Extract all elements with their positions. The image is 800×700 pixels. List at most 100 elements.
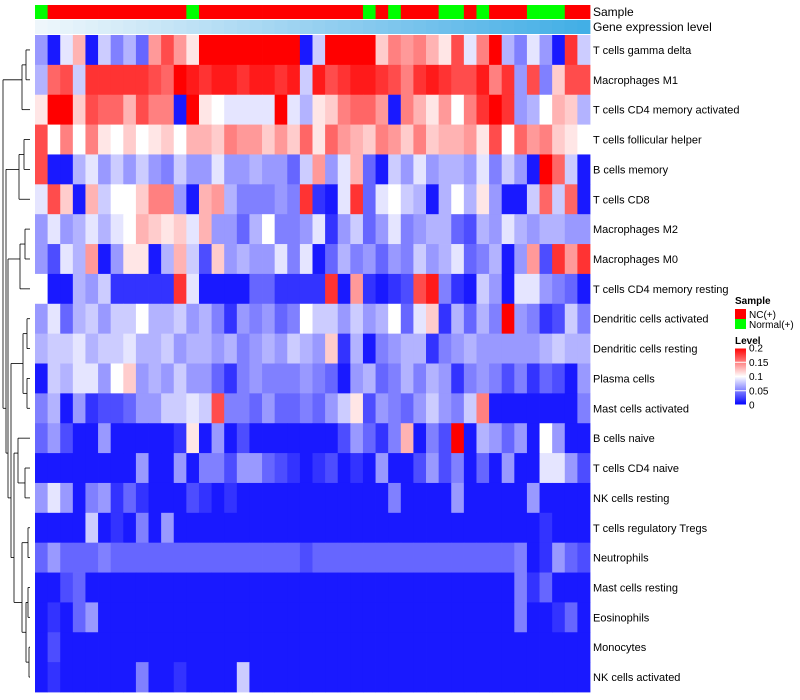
heatmap-cell <box>388 35 402 66</box>
annotation-cell <box>249 5 263 19</box>
heatmap-cell <box>539 303 553 335</box>
heatmap-cell <box>426 333 440 364</box>
heatmap-cell <box>539 333 553 364</box>
heatmap-cell <box>211 94 225 125</box>
heatmap-cell <box>249 35 263 66</box>
heatmap-cell <box>72 482 86 514</box>
legend-label: Normal(+) <box>749 320 794 331</box>
heatmap-cell <box>526 35 540 66</box>
heatmap-cell <box>35 64 49 96</box>
heatmap-cell <box>186 64 200 96</box>
heatmap-cell <box>552 214 566 245</box>
heatmap-cell <box>98 184 112 215</box>
heatmap-cell <box>564 602 578 633</box>
heatmap-cell <box>476 632 490 663</box>
heatmap-cell <box>400 303 414 335</box>
heatmap-cell <box>451 333 465 364</box>
heatmap-cell <box>123 64 137 96</box>
heatmap-cell <box>123 423 137 454</box>
heatmap-cell <box>501 184 515 215</box>
heatmap-cell <box>148 602 162 633</box>
heatmap-cell <box>350 184 364 215</box>
heatmap-cell <box>211 423 225 454</box>
heatmap-cell <box>72 632 86 663</box>
heatmap-cell <box>362 542 376 573</box>
heatmap-cell <box>85 214 99 245</box>
heatmap-cell <box>60 35 74 66</box>
annotation-cell <box>337 20 351 34</box>
heatmap-cell <box>426 632 440 663</box>
heatmap-cell <box>514 35 528 66</box>
heatmap-cell <box>388 632 402 663</box>
heatmap-cell <box>35 393 49 424</box>
annotation-cell <box>47 20 61 34</box>
heatmap-cell <box>85 632 99 663</box>
heatmap-cell <box>72 184 86 215</box>
annotation-cell <box>451 20 465 34</box>
heatmap-cell <box>539 632 553 663</box>
heatmap-cell <box>186 512 200 544</box>
heatmap-cell <box>489 632 503 663</box>
heatmap-cell <box>110 572 124 603</box>
heatmap-cell <box>60 363 74 394</box>
heatmap-cell <box>110 35 124 66</box>
heatmap-cell <box>161 453 175 484</box>
heatmap-cell <box>400 632 414 663</box>
heatmap-cell <box>463 303 477 335</box>
heatmap-cell <box>110 423 124 454</box>
heatmap-cell <box>123 542 137 573</box>
heatmap-cell <box>236 124 250 155</box>
heatmap-cell <box>198 124 212 155</box>
heatmap-cell <box>337 214 351 245</box>
heatmap-cell <box>362 632 376 663</box>
heatmap-cell <box>249 333 263 364</box>
heatmap-cell <box>501 333 515 364</box>
heatmap-cell <box>47 333 61 364</box>
heatmap-cell <box>211 662 225 693</box>
heatmap-cell <box>287 154 301 185</box>
heatmap-cell <box>60 64 74 96</box>
heatmap-cell <box>236 94 250 125</box>
heatmap-cell <box>224 64 238 96</box>
heatmap-cell <box>388 333 402 364</box>
heatmap-cell <box>262 303 276 335</box>
heatmap-cell <box>489 512 503 544</box>
heatmap-cell <box>451 154 465 185</box>
annotation-cell <box>110 20 124 34</box>
heatmap-cell <box>337 363 351 394</box>
heatmap-cell <box>287 184 301 215</box>
heatmap-cell <box>85 154 99 185</box>
heatmap-cell <box>552 572 566 603</box>
heatmap-cell <box>299 94 313 125</box>
heatmap-cell <box>337 572 351 603</box>
heatmap-cell <box>552 64 566 96</box>
heatmap-cell <box>400 363 414 394</box>
annotation-cell <box>148 5 162 19</box>
heatmap-cell <box>287 363 301 394</box>
annotation-cell <box>577 20 591 34</box>
heatmap-cell <box>249 542 263 573</box>
heatmap-cell <box>98 64 112 96</box>
heatmap-cell <box>476 214 490 245</box>
heatmap-cell <box>135 94 149 125</box>
heatmap-cell <box>526 273 540 305</box>
annotation-cell <box>400 5 414 19</box>
heatmap-cell <box>173 482 187 514</box>
heatmap-cell <box>60 542 74 573</box>
heatmap-cell <box>501 572 515 603</box>
heatmap-cell <box>236 393 250 424</box>
heatmap-cell <box>60 244 74 275</box>
heatmap-cell <box>489 482 503 514</box>
heatmap-cell <box>148 303 162 335</box>
heatmap-cell <box>287 124 301 155</box>
heatmap-cell <box>577 64 591 96</box>
heatmap-cell <box>312 64 326 96</box>
heatmap-cell <box>198 602 212 633</box>
heatmap-cell <box>463 94 477 125</box>
heatmap-cell <box>236 632 250 663</box>
heatmap-cell <box>526 214 540 245</box>
heatmap-cell <box>577 632 591 663</box>
heatmap-cell <box>476 453 490 484</box>
heatmap-cell <box>552 662 566 693</box>
